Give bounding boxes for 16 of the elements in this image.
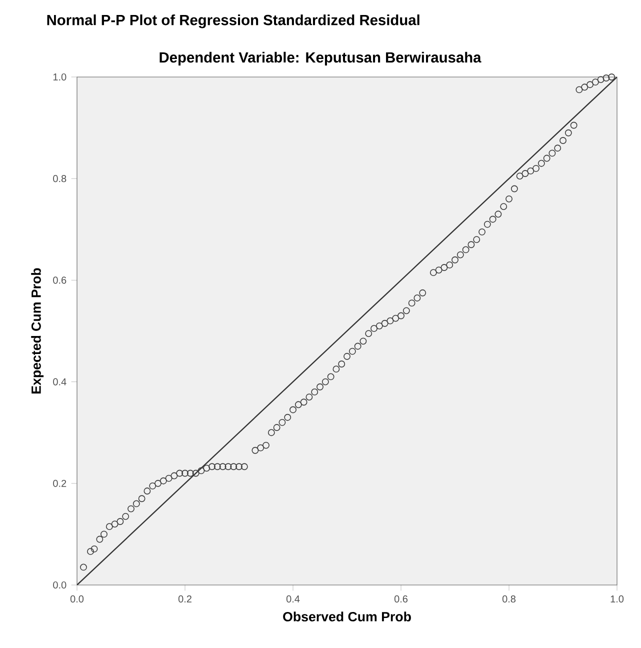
y-tick-label: 0.6 [53,276,66,284]
x-tick-label: 0.6 [394,595,408,602]
x-tick-label: 0.0 [70,595,84,602]
x-tick-label: 0.8 [502,595,516,602]
chart-title: Normal P-P Plot of Regression Standardized Residual [47,14,420,28]
y-tick-label: 0.2 [53,480,66,487]
x-tick-label: 0.2 [178,595,192,602]
y-tick-label: 0.0 [53,581,66,589]
y-tick-label: 0.8 [53,175,66,182]
y-tick-label: 1.0 [53,73,66,81]
y-axis-title: Expected Cum Prob [31,268,44,394]
x-tick-label: 1.0 [610,595,624,602]
x-tick-label: 0.4 [286,595,300,602]
chart-subtitle: Dependent Variable: Keputusan Berwirausaha [160,52,482,66]
y-tick-label: 0.4 [53,378,66,386]
x-axis-title: Observed Cum Prob [283,612,411,622]
